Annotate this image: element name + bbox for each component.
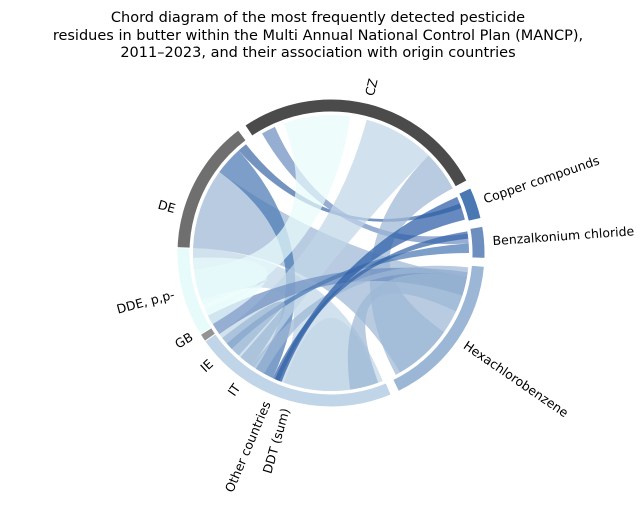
chord-links [192, 114, 469, 392]
chord-link-it-to-ddt-sum-11 [222, 301, 286, 367]
chord-link-dde-p-p-to-dde-p-p-15 [193, 257, 268, 325]
chord-arcs [176, 98, 486, 408]
chord-link-hexachlorobenzene-to-ddt-sum-16 [347, 273, 467, 390]
chord-label-ie: IE [197, 356, 216, 375]
chord-arc-copper-compounds [458, 187, 482, 222]
chord-link-other-countries-to-copper-compounds-12 [274, 196, 465, 382]
chord-label-gb: GB [172, 329, 195, 351]
chord-label-copper-compounds: Copper compounds [481, 153, 601, 207]
chart-title-line-2: residues in butter within the Multi Annu… [53, 28, 583, 44]
chord-arc-ddt-sum [204, 333, 392, 408]
chord-arc-benzalkonium-chloride [469, 225, 486, 259]
chord-label-de: DE [156, 197, 177, 216]
chord-arc-dde-p-p [176, 247, 213, 336]
chord-label-it: IT [225, 381, 244, 399]
chord-label-benzalkonium-chloride: Benzalkonium chloride [492, 223, 635, 248]
chord-arc-hexachlorobenzene [392, 264, 485, 393]
chart-title: Chord diagram of the most frequently det… [53, 10, 583, 61]
chart-title-line-1: Chord diagram of the most frequently det… [111, 10, 525, 26]
chord-label-cz: CZ [362, 77, 381, 97]
chart-title-line-3: 2011–2023, and their association with or… [120, 45, 515, 61]
chord-label-dde-p-p: DDE, p,p- [115, 287, 176, 317]
chord-arc-cz [244, 98, 468, 188]
chord-label-hexachlorobenzene: Hexachlorobenzene [461, 338, 572, 421]
chord-link-it-to-hexachlorobenzene-10 [251, 265, 469, 374]
chord-link-de-to-ddt-sum-2 [219, 150, 296, 379]
chord-link-cz-to-hexachlorobenzene-7 [369, 155, 453, 375]
